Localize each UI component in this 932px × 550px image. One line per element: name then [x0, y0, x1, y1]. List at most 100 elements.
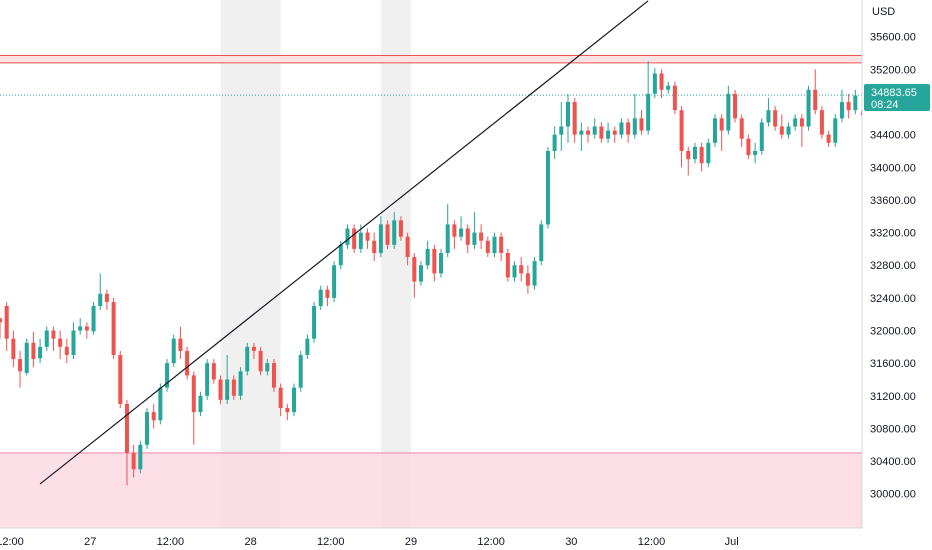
candle-body	[44, 330, 49, 347]
candle-body	[833, 118, 838, 143]
candle-body	[372, 240, 377, 253]
candle-69	[459, 216, 464, 241]
candle-body	[813, 89, 818, 111]
candle-body	[592, 126, 597, 135]
candle-body	[639, 118, 644, 131]
current-price-countdown: 08:24	[871, 99, 899, 111]
candle-body	[318, 289, 323, 307]
candle-body	[58, 338, 63, 347]
candle-26	[171, 334, 176, 368]
time-tick-label: 12:00	[157, 536, 185, 548]
candle-12	[78, 318, 83, 335]
candle-52	[345, 224, 350, 249]
candle-11	[71, 322, 76, 360]
candle-71	[472, 212, 477, 249]
candle-8	[51, 326, 56, 351]
candle-body	[692, 146, 697, 160]
candle-body	[158, 387, 163, 421]
candle-body	[479, 232, 484, 241]
candle-120	[799, 114, 804, 147]
candle-7	[44, 326, 49, 351]
candle-83	[552, 126, 557, 160]
time-axis[interactable]: 12:00 27 12:00 28 12:00 29 12:00 30 12:00 Jul	[0, 527, 862, 548]
support-zone	[0, 452, 862, 528]
candle-body	[706, 142, 711, 164]
candle-body	[719, 118, 724, 131]
candle-4	[24, 338, 29, 376]
candle-body	[552, 134, 557, 151]
candle-body	[111, 301, 116, 355]
candle-3	[18, 350, 23, 388]
candle-body	[352, 228, 357, 249]
candle-body	[4, 306, 9, 339]
price-tick-label: 30400.00	[870, 456, 916, 468]
candle-59	[392, 212, 397, 249]
candle-body	[652, 73, 657, 94]
candle-36	[238, 367, 243, 400]
candle-body	[853, 95, 858, 111]
candle-body	[579, 130, 584, 135]
candle-body	[365, 232, 370, 241]
candle-15	[98, 273, 103, 311]
candle-110	[733, 89, 738, 123]
candle-body	[218, 379, 223, 400]
candle-25	[165, 359, 170, 392]
price-tick-label: 33600.00	[870, 195, 916, 207]
candle-body	[739, 118, 744, 139]
candle-body	[699, 146, 704, 164]
candle-16	[104, 289, 109, 311]
candle-body	[819, 110, 824, 135]
candle-125	[833, 114, 838, 147]
candle-46	[305, 334, 310, 360]
candle-67	[445, 204, 450, 258]
candle-112	[746, 134, 751, 160]
candle-104	[692, 142, 697, 164]
candle-103	[686, 146, 691, 176]
candle-body	[826, 134, 831, 143]
candle-body	[459, 228, 464, 237]
candle-109	[726, 85, 731, 135]
time-tick-label: 12:00	[477, 536, 505, 548]
price-axis[interactable]: USD 35600.0035200.0034800.0034400.003400…	[861, 0, 932, 550]
session-shade-1	[380, 0, 411, 528]
price-tick-label: 32800.00	[870, 260, 916, 272]
candle-body	[104, 293, 109, 302]
candle-body	[265, 363, 270, 372]
candle-body	[84, 326, 89, 331]
candle-91	[606, 122, 611, 143]
candle-body	[586, 130, 591, 135]
candle-35	[231, 375, 236, 400]
candle-body	[398, 220, 403, 237]
price-tick-label: 35600.00	[870, 32, 916, 44]
candle-50	[332, 261, 337, 302]
candle-body	[465, 228, 470, 245]
candle-92	[612, 126, 617, 143]
time-tick-label: 12:00	[0, 536, 24, 548]
candle-101	[672, 81, 677, 115]
candle-body	[205, 363, 210, 396]
candle-62	[412, 252, 417, 298]
candle-body	[472, 232, 477, 245]
candle-38	[251, 342, 256, 360]
candle-body	[171, 338, 176, 364]
price-tick-label: 32000.00	[870, 326, 916, 338]
candle-body	[285, 408, 290, 413]
candle-body	[191, 375, 196, 413]
candle-123	[819, 106, 824, 139]
candle-97	[646, 61, 651, 135]
candle-28	[185, 346, 190, 380]
candle-68	[452, 220, 457, 249]
candle-90	[599, 122, 604, 143]
candle-127	[846, 93, 851, 119]
candle-body	[11, 338, 16, 360]
candle-body	[779, 126, 784, 135]
candle-body	[606, 130, 611, 139]
candle-body	[545, 150, 550, 225]
candle-body	[572, 102, 577, 135]
candle-body	[98, 293, 103, 307]
candle-39	[258, 346, 263, 376]
candle-body	[78, 326, 83, 331]
candle-55	[365, 228, 370, 249]
candle-45	[298, 350, 303, 392]
